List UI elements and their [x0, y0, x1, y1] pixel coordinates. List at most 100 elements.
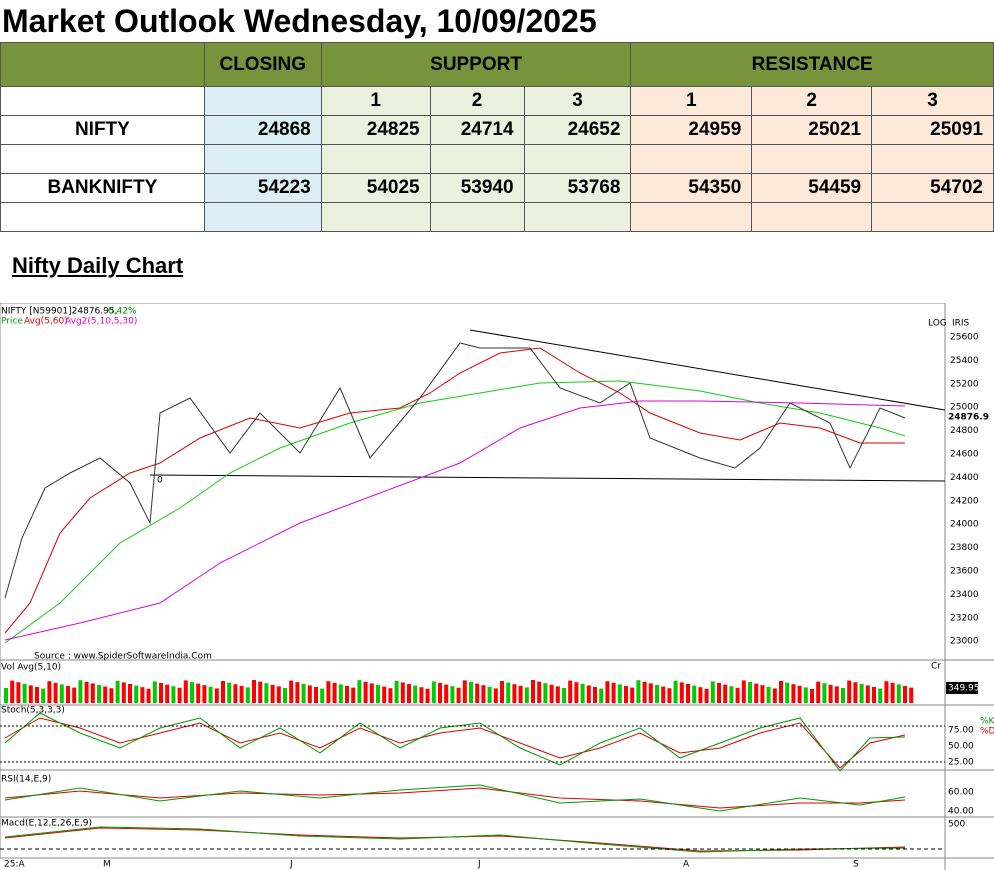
subheader: 3 [523, 86, 632, 116]
volume-bar [314, 687, 318, 703]
volume-bar [295, 682, 300, 703]
volume-bar [828, 684, 833, 703]
volume-bar [741, 680, 746, 703]
volume-bar [760, 685, 765, 703]
volume-bar [72, 687, 77, 703]
volume-bar [878, 688, 883, 703]
pane-label: Cr [931, 662, 941, 672]
volume-bar [816, 681, 821, 703]
tag-bg [946, 682, 978, 694]
macd-tick: 500 [948, 820, 965, 830]
volume-bar [884, 681, 889, 703]
x-label: S [853, 860, 859, 870]
volume-bar [152, 681, 157, 703]
value-cell: 53768 [523, 173, 632, 203]
pane-dividers [0, 303, 994, 870]
volume-bar [847, 680, 852, 703]
rsi-tick: 40.00 [948, 807, 974, 817]
volume-bar [66, 686, 70, 703]
volume-bar [524, 687, 529, 703]
volume-bar [537, 681, 542, 703]
volume-bar [549, 684, 554, 703]
volume-bar [586, 685, 591, 703]
volume-bar [450, 686, 455, 703]
pane-label: Macd(E,12,E,26,E,9) [1, 819, 92, 829]
volume-bar [307, 685, 312, 703]
volume-tag: 349.95 [948, 684, 980, 694]
volume-bar [605, 681, 610, 703]
rsi-tick: 60.00 [948, 788, 974, 798]
volume-bar [177, 687, 182, 703]
y-tick-label: 25000 [950, 403, 979, 413]
x-label: J [477, 860, 481, 870]
value-cell: 53940 [429, 173, 525, 203]
volume-bar [382, 686, 387, 703]
y-tick-label: 24400 [950, 473, 979, 483]
volume-bar [128, 684, 132, 703]
volume-bar [165, 684, 170, 703]
volume-bar [469, 682, 473, 703]
volume-bar [723, 684, 728, 703]
volume-bar [617, 684, 622, 703]
volume-bar [636, 680, 641, 703]
volume-bar [766, 686, 771, 703]
volume-bar [810, 689, 814, 703]
y-tick-label: 23800 [950, 543, 979, 553]
volume-bar [543, 683, 548, 703]
pane-label: Stoch(5,3,3,3) [1, 706, 65, 716]
index-name: NIFTY [0, 115, 205, 145]
volume-bar [630, 687, 635, 703]
volume-bar [22, 683, 27, 703]
volume-bar [326, 681, 331, 703]
volume-bar [109, 688, 114, 703]
volume-bar [729, 686, 734, 703]
volume-bar [90, 683, 95, 703]
volume-bar [748, 682, 752, 703]
volume-bar [872, 687, 876, 703]
subheader: 1 [320, 86, 431, 116]
legend: %K [980, 717, 994, 727]
indicator-lines [0, 712, 945, 853]
volume-bar [394, 680, 399, 703]
volume-bar [710, 681, 715, 703]
volume-bar [289, 680, 294, 703]
volume-bar [599, 688, 604, 703]
volume-bar [487, 686, 492, 703]
volume-bar [115, 680, 120, 703]
stoch-tick: 25.00 [948, 758, 974, 768]
value-cell: 24868 [203, 115, 322, 145]
volume-bar [574, 682, 579, 703]
volume-bar [196, 683, 201, 703]
volume-bar [413, 685, 418, 703]
volume-bar [103, 686, 108, 703]
volume-bar [661, 686, 666, 703]
volume-bar [692, 685, 697, 703]
source: Source : www.SpiderSoftwareIndia.Com [34, 652, 212, 662]
volume-bar [797, 685, 802, 703]
volume-bar [376, 685, 380, 703]
header: SUPPORT [320, 42, 632, 87]
volume-bar [698, 687, 703, 703]
log-label: LOG [928, 319, 947, 329]
chart-heading: Nifty Daily Chart [12, 253, 184, 278]
subheader: 2 [429, 86, 525, 116]
volume-bar [456, 687, 461, 703]
volume-bar [419, 687, 424, 703]
volume-bar [444, 684, 449, 703]
value-cell: 24825 [320, 115, 431, 145]
stoch-tick: 75.00 [948, 726, 974, 736]
volume-bar [10, 680, 15, 703]
volume-bar [345, 686, 349, 703]
volume-bar [438, 683, 442, 703]
volume-bar [121, 682, 126, 703]
symbol-info: NIFTY [N59901]24876.95, [1, 307, 117, 317]
volume-bar [190, 682, 194, 703]
volume-bar [407, 684, 411, 703]
volume-bar [555, 686, 560, 703]
volume-bar [301, 683, 306, 703]
value-cell: 54025 [320, 173, 431, 203]
title: Market Outlook Wednesday, 10/09/2025 [2, 3, 597, 39]
volume-bar [772, 688, 777, 703]
volume-bar [624, 686, 628, 703]
